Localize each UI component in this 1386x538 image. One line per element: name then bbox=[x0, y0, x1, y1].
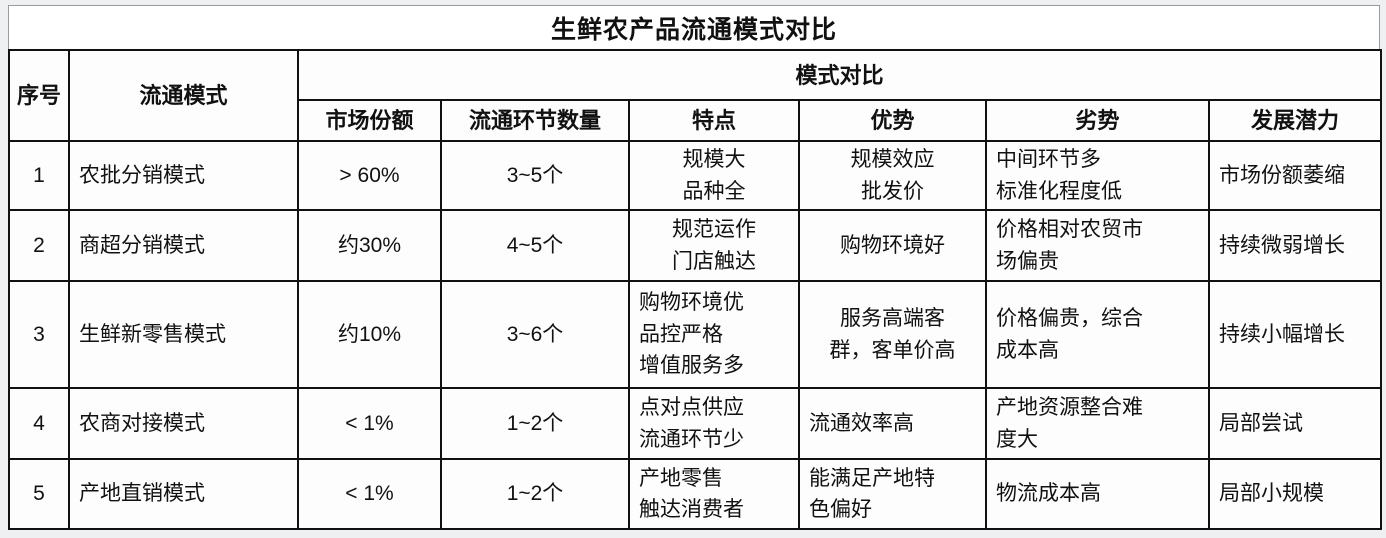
cell-disadvantages: 价格偏贵，综合 成本高 bbox=[985, 280, 1210, 389]
cell-disadvantages: 物流成本高 bbox=[985, 458, 1210, 530]
table-row: 3 生鲜新零售模式 约10% 3~6个 购物环境优 品控严格 增值服务多 服务高… bbox=[8, 280, 1383, 389]
table-row: 1 农批分销模式 > 60% 3~5个 规模大 品种全 规模效应 批发价 中间环… bbox=[8, 140, 1383, 211]
cell-disadvantages: 产地资源整合难 度大 bbox=[985, 387, 1210, 460]
cell-disadvantages: 中间环节多 标准化程度低 bbox=[985, 140, 1210, 211]
cell-mode: 农批分销模式 bbox=[68, 140, 299, 211]
cell-links: 4~5个 bbox=[440, 209, 630, 282]
cell-share: 约30% bbox=[297, 209, 442, 282]
cell-links: 1~2个 bbox=[440, 387, 630, 460]
cell-features: 产地零售 触达消费者 bbox=[628, 458, 800, 530]
header-link-count: 流通环节数量 bbox=[440, 99, 630, 142]
cell-links: 3~5个 bbox=[440, 140, 630, 211]
table-title: 生鲜农产品流通模式对比 bbox=[8, 5, 1380, 49]
header-advantages: 优势 bbox=[798, 99, 987, 142]
cell-advantages: 规模效应 批发价 bbox=[798, 140, 987, 211]
header-serial: 序号 bbox=[8, 49, 70, 142]
cell-share: < 1% bbox=[297, 387, 442, 460]
header-market-share: 市场份额 bbox=[297, 99, 442, 142]
header-disadvantages: 劣势 bbox=[985, 99, 1210, 142]
cell-advantages: 能满足产地特 色偏好 bbox=[798, 458, 987, 530]
cell-advantages: 购物环境好 bbox=[798, 209, 987, 282]
header-row-group: 序号 流通模式 模式对比 bbox=[8, 49, 1383, 142]
cell-links: 1~2个 bbox=[440, 458, 630, 530]
table-title-text: 生鲜农产品流通模式对比 bbox=[550, 15, 837, 44]
cell-disadvantages: 价格相对农贸市 场偏贵 bbox=[985, 209, 1210, 282]
table-row: 4 农商对接模式 < 1% 1~2个 点对点供应 流通环节少 流通效率高 产地资… bbox=[8, 387, 1383, 460]
cell-potential: 局部小规模 bbox=[1207, 458, 1383, 530]
cell-advantages: 流通效率高 bbox=[798, 387, 987, 460]
table-row: 5 产地直销模式 < 1% 1~2个 产地零售 触达消费者 能满足产地特 色偏好… bbox=[8, 458, 1383, 530]
cell-mode: 农商对接模式 bbox=[68, 387, 299, 460]
cell-mode: 商超分销模式 bbox=[68, 209, 299, 282]
cell-potential: 市场份额萎缩 bbox=[1207, 140, 1383, 211]
cell-no: 3 bbox=[8, 280, 70, 389]
header-row-sub: 市场份额 流通环节数量 特点 优势 劣势 发展潜力 bbox=[9, 99, 1383, 142]
cell-no: 4 bbox=[8, 387, 70, 460]
cell-mode: 产地直销模式 bbox=[68, 458, 299, 530]
table-panel: 生鲜农产品流通模式对比 序号 流通模式 模式对比 市场份额 流通环节数量 特点 … bbox=[8, 5, 1383, 530]
cell-features: 点对点供应 流通环节少 bbox=[628, 387, 800, 460]
cell-mode: 生鲜新零售模式 bbox=[68, 280, 299, 389]
cell-share: 约10% bbox=[297, 280, 442, 389]
header-comparison-group: 模式对比 bbox=[296, 49, 1383, 101]
cell-features: 规模大 品种全 bbox=[628, 140, 800, 211]
cell-no: 5 bbox=[8, 458, 70, 530]
cell-potential: 持续小幅增长 bbox=[1207, 280, 1383, 389]
cell-links: 3~6个 bbox=[440, 280, 630, 389]
cell-no: 1 bbox=[8, 140, 70, 211]
cell-share: > 60% bbox=[297, 140, 442, 211]
cell-advantages: 服务高端客 群，客单价高 bbox=[798, 280, 987, 389]
header-potential: 发展潜力 bbox=[1207, 99, 1383, 142]
table-row: 2 商超分销模式 约30% 4~5个 规范运作 门店触达 购物环境好 价格相对农… bbox=[8, 209, 1383, 282]
cell-potential: 局部尝试 bbox=[1207, 387, 1383, 460]
cell-features: 规范运作 门店触达 bbox=[628, 209, 800, 282]
header-mode: 流通模式 bbox=[68, 49, 299, 142]
cell-share: < 1% bbox=[297, 458, 442, 530]
cell-features: 购物环境优 品控严格 增值服务多 bbox=[628, 280, 800, 389]
cell-no: 2 bbox=[8, 209, 70, 282]
cell-potential: 持续微弱增长 bbox=[1207, 209, 1383, 282]
header-features: 特点 bbox=[628, 99, 800, 142]
comparison-table: 序号 流通模式 模式对比 市场份额 流通环节数量 特点 优势 劣势 发展潜力 1… bbox=[8, 49, 1383, 530]
